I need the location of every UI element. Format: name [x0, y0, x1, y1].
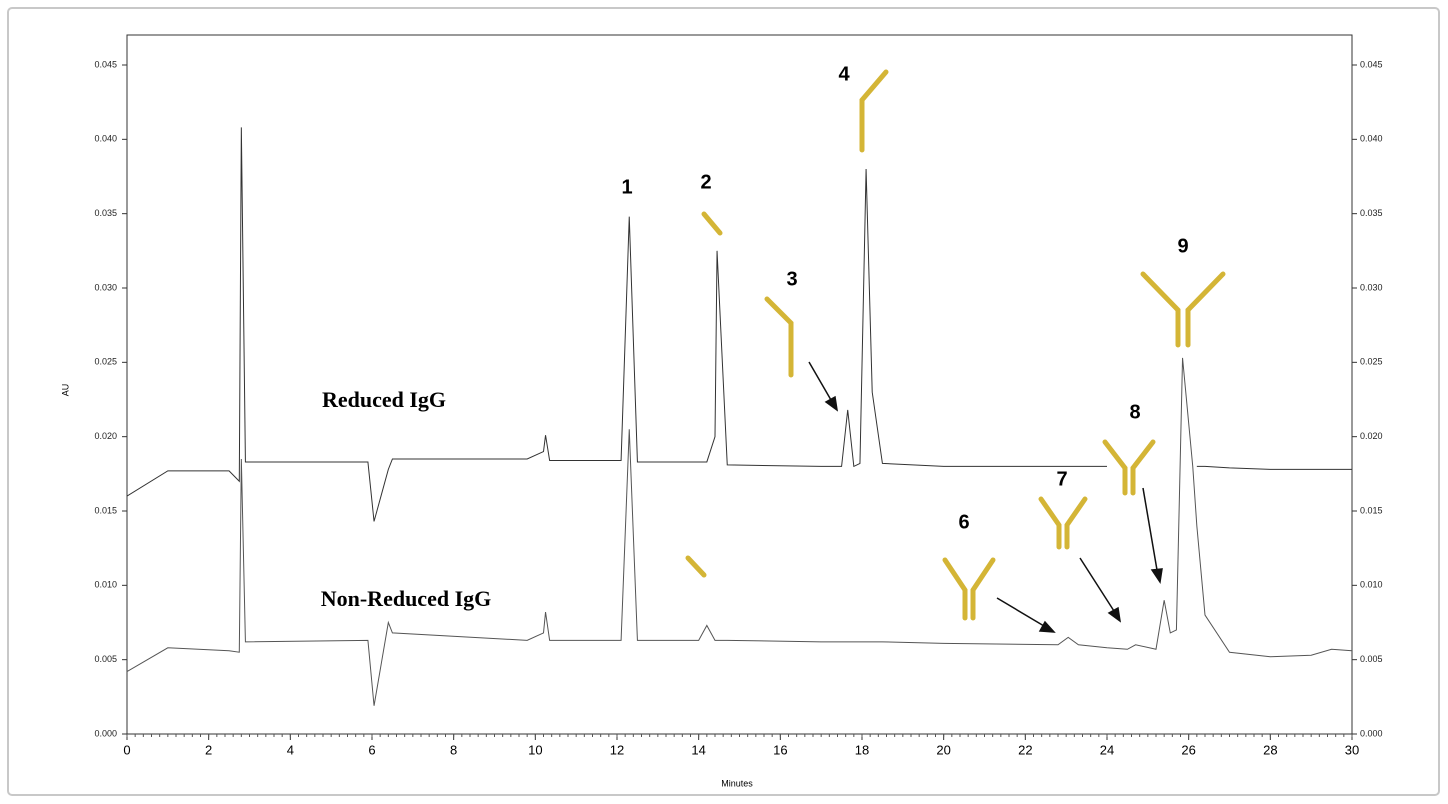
y-tick-label: 0.010 [94, 580, 117, 590]
frame [7, 7, 1440, 796]
icons [685, 69, 1226, 621]
y2-tick-label: 0.000 [1360, 728, 1383, 738]
y-tick-label: 0.025 [94, 357, 117, 367]
y-tick-label: 0.005 [94, 654, 117, 664]
series-line [126, 357, 1353, 706]
y2-tick-label: 0.045 [1360, 59, 1383, 69]
annotation: 6 [958, 511, 969, 533]
x-tick-label: 28 [1263, 742, 1277, 757]
x-tick-label: 6 [368, 742, 375, 757]
y-tick-label: 0.035 [94, 208, 117, 218]
series-line [126, 127, 1352, 522]
x-tick-label: 12 [610, 742, 624, 757]
annotation: 3 [786, 268, 797, 290]
x-tick-label: 30 [1345, 742, 1359, 757]
y2-tick-label: 0.035 [1360, 208, 1383, 218]
x-tick-label: 4 [287, 742, 294, 757]
y2-tick-label: 0.025 [1360, 357, 1383, 367]
x-tick-label: 26 [1181, 742, 1195, 757]
x-tick-label: 0 [123, 742, 130, 757]
x-axis-label: Minutes [721, 778, 753, 788]
y-tick-label: 0.000 [94, 728, 117, 738]
y-tick-label: 0.020 [94, 431, 117, 441]
x-tick-label: 16 [773, 742, 787, 757]
x-tick-label: 24 [1100, 742, 1114, 757]
y-tick-label: 0.045 [94, 59, 117, 69]
annotation: 9 [1177, 235, 1188, 257]
y2-tick-label: 0.005 [1360, 654, 1383, 664]
x-tick-label: 18 [855, 742, 869, 757]
y2-tick-label: 0.040 [1360, 134, 1383, 144]
annotation: 7 [1056, 468, 1067, 490]
arrows [808, 361, 1163, 633]
y2-tick-label: 0.020 [1360, 431, 1383, 441]
y-tick-label: 0.040 [94, 134, 117, 144]
x-tick-label: 20 [936, 742, 950, 757]
x-tick-label: 10 [528, 742, 542, 757]
y-axis-label: AU [60, 384, 70, 397]
x-tick-label: 2 [205, 742, 212, 757]
y-tick-label: 0.015 [94, 505, 117, 515]
x-tick-label: 22 [1018, 742, 1032, 757]
y2-tick-label: 0.030 [1360, 282, 1383, 292]
annotation: 4 [838, 63, 850, 85]
x-tick-label: 8 [450, 742, 457, 757]
annotation: Non-Reduced IgG [321, 586, 492, 611]
x-tick-label: 14 [691, 742, 705, 757]
annotation: 2 [700, 171, 711, 193]
y2-tick-label: 0.010 [1360, 580, 1383, 590]
y-tick-label: 0.030 [94, 282, 117, 292]
annotation: Reduced IgG [322, 387, 446, 412]
annotation: 1 [621, 176, 632, 198]
y2-tick-label: 0.015 [1360, 505, 1383, 515]
annotation: 8 [1129, 401, 1140, 423]
